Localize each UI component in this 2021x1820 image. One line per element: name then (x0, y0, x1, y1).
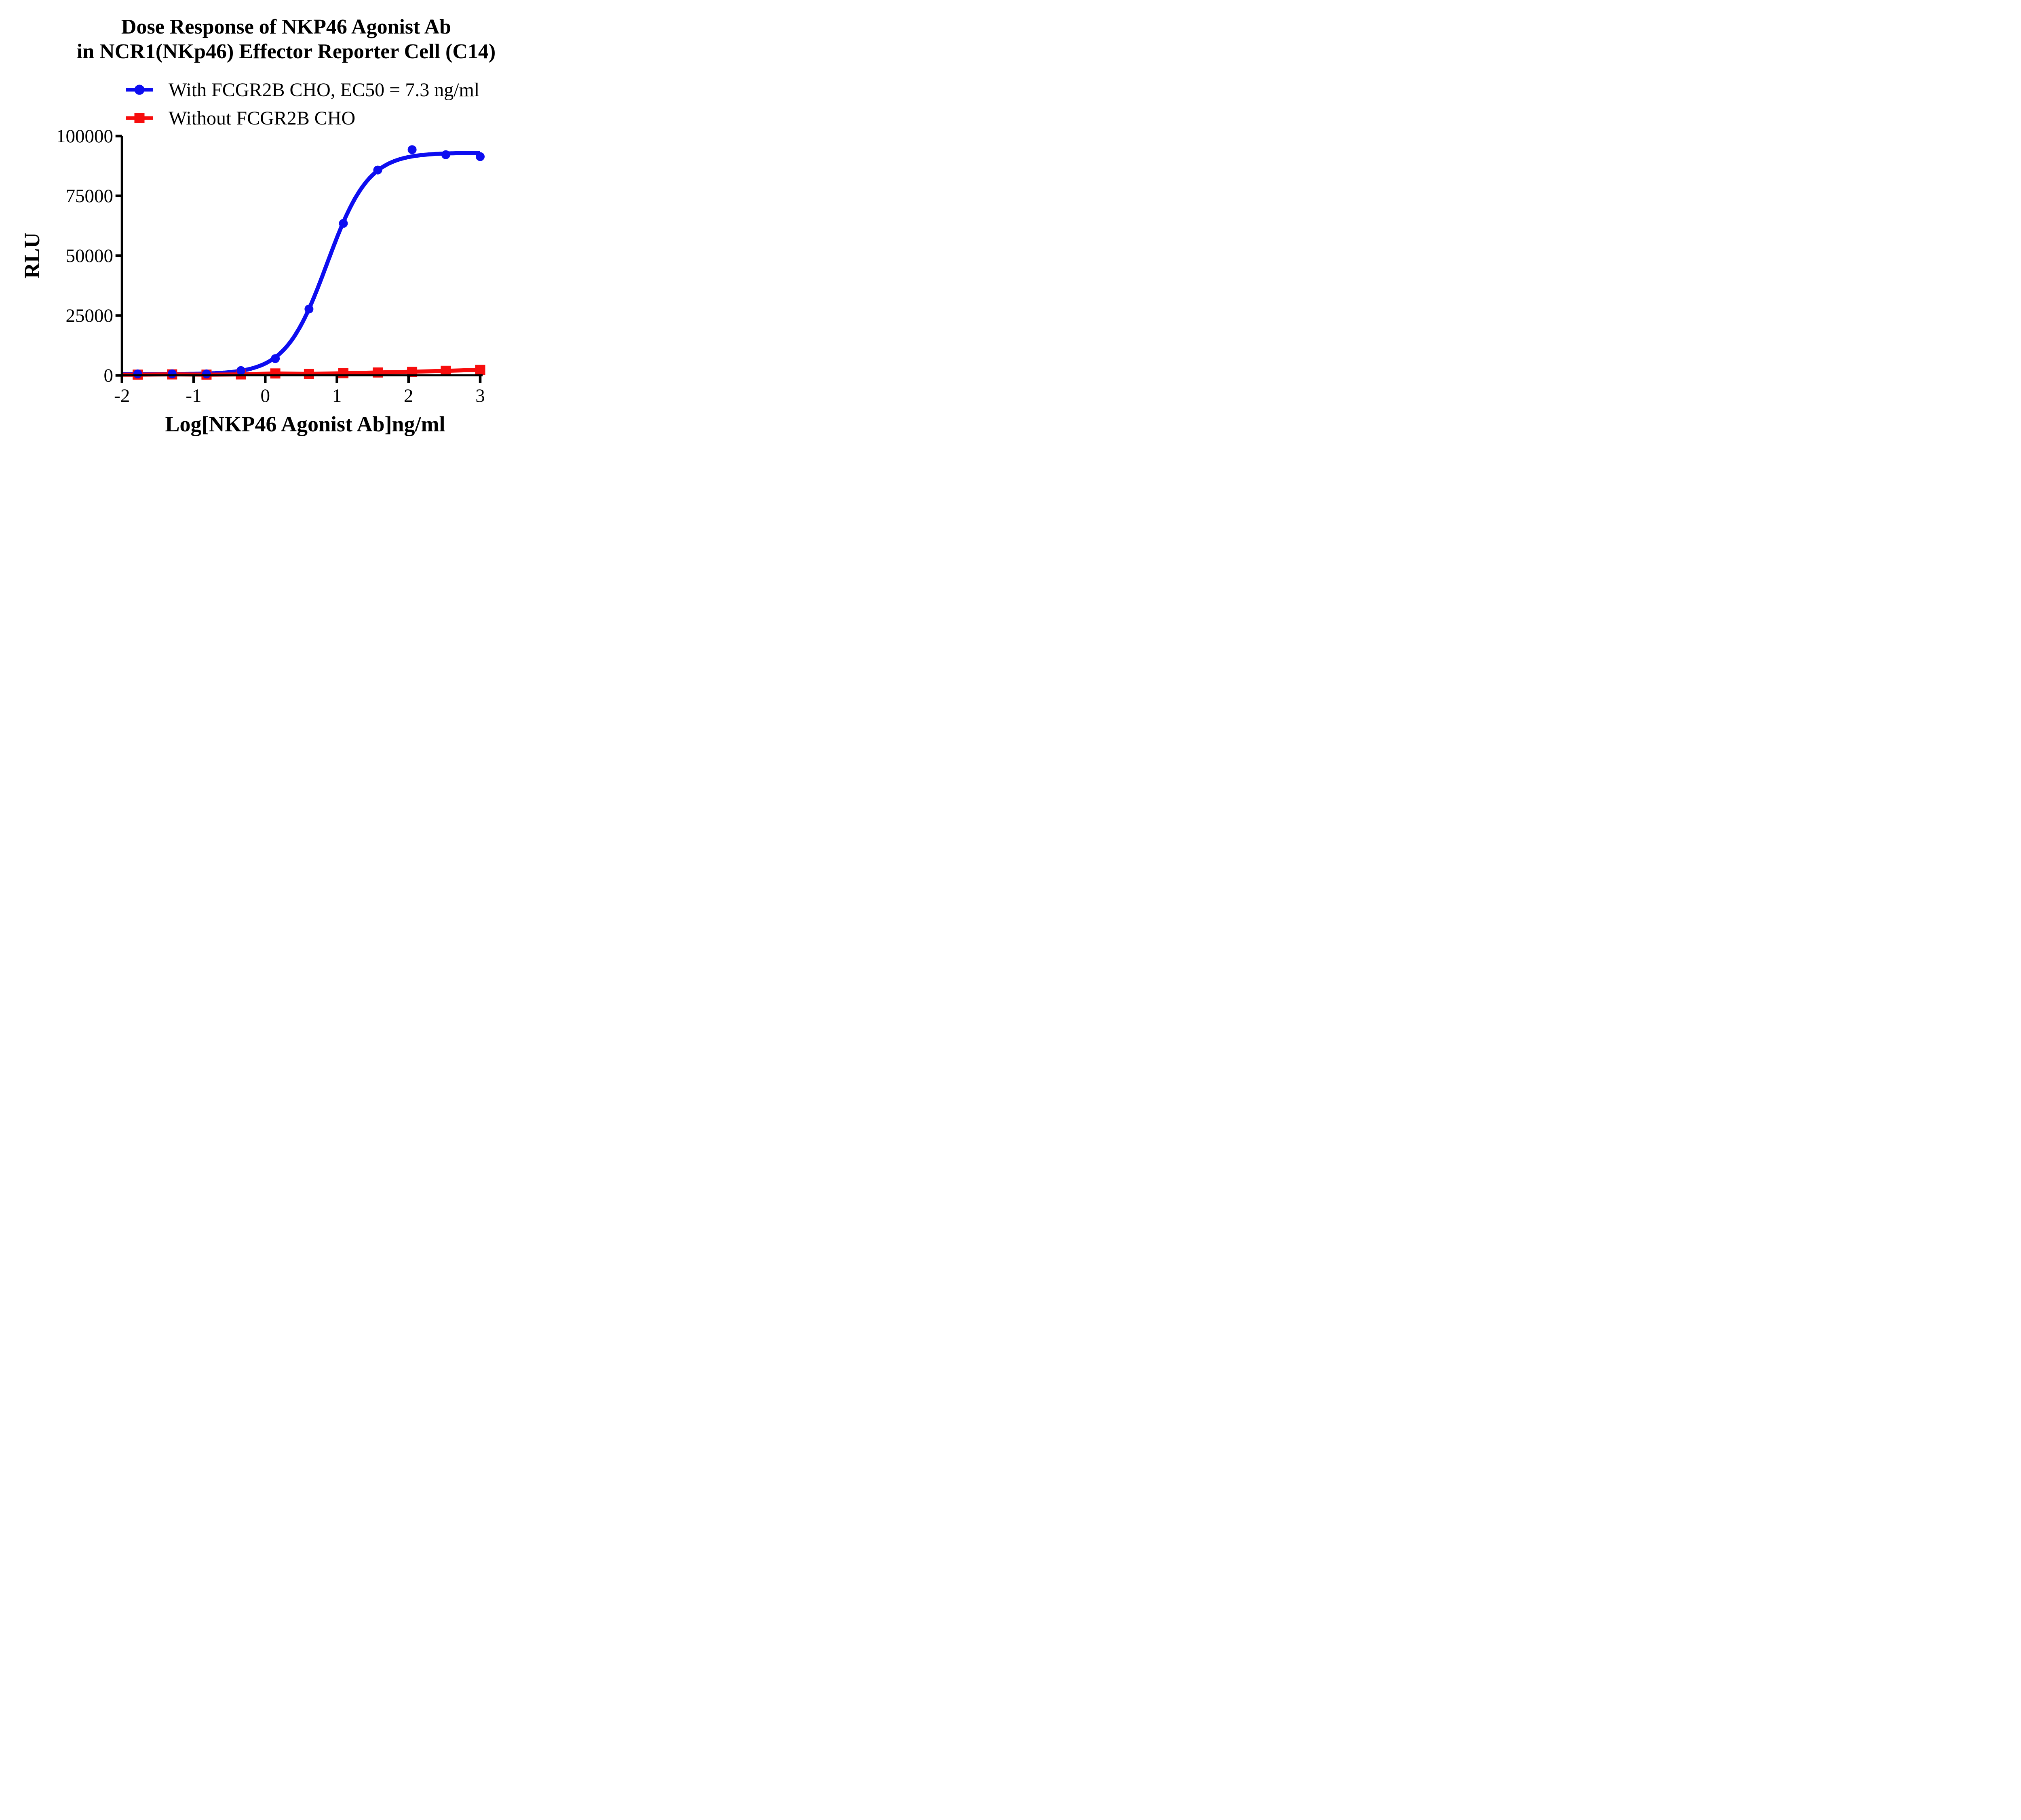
blue-circle-point (304, 304, 314, 314)
y-tick-label: 75000 (65, 185, 114, 207)
chart-title-line1: Dose Response of NKP46 Agonist Ab (121, 15, 451, 38)
blue-circle-point (202, 369, 211, 378)
blue-circle-point (167, 369, 177, 378)
legend-item-with-fcgr2b: With FCGR2B CHO, EC50 = 7.3 ng/ml (126, 78, 479, 101)
red-square-point (475, 365, 485, 375)
y-tick-label: 0 (103, 365, 114, 386)
blue-circle-point (407, 145, 417, 154)
x-tick-label: -2 (114, 385, 130, 406)
x-axis-title: Log[NKP46 Agonist Ab]ng/ml (165, 412, 445, 436)
x-tick-label: 2 (404, 385, 413, 406)
chart-title-line2: in NCR1(NKp46) Effector Reporter Cell (C… (76, 40, 496, 63)
blue-circle-point (133, 369, 142, 378)
red-square-point (270, 368, 281, 379)
legend-label-with-fcgr2b: With FCGR2B CHO, EC50 = 7.3 ng/ml (169, 79, 480, 101)
blue-circle-point (441, 150, 450, 159)
blue-circle-point (373, 165, 382, 175)
dose-response-figure: Dose Response of NKP46 Agonist Ab in NCR… (0, 0, 552, 455)
chart-title: Dose Response of NKP46 Agonist Ab in NCR… (44, 15, 529, 64)
blue-circle-point (339, 219, 348, 228)
x-tick-label: 0 (260, 385, 270, 406)
red-square-point (338, 368, 348, 378)
blue-circle-point (236, 366, 245, 375)
y-tick-label: 25000 (65, 305, 114, 326)
y-tick-label: 50000 (65, 245, 114, 266)
blue-circle-point (476, 152, 485, 161)
red-square-point (441, 365, 451, 376)
blue-fit-curve (122, 151, 480, 376)
legend-item-without-fcgr2b: Without FCGR2B CHO (126, 107, 355, 129)
red-square-line-marker-icon (126, 113, 153, 123)
red-square-point (304, 369, 314, 379)
legend-label-without-fcgr2b: Without FCGR2B CHO (169, 107, 356, 129)
blue-circle-line-marker-icon (126, 84, 153, 95)
plot-area (115, 135, 485, 383)
y-tick-label: 100000 (56, 125, 113, 147)
x-tick-label: 3 (475, 385, 485, 406)
x-tick-label: -1 (186, 385, 202, 406)
blue-circle-point (271, 354, 280, 363)
x-tick-label: 1 (332, 385, 342, 406)
